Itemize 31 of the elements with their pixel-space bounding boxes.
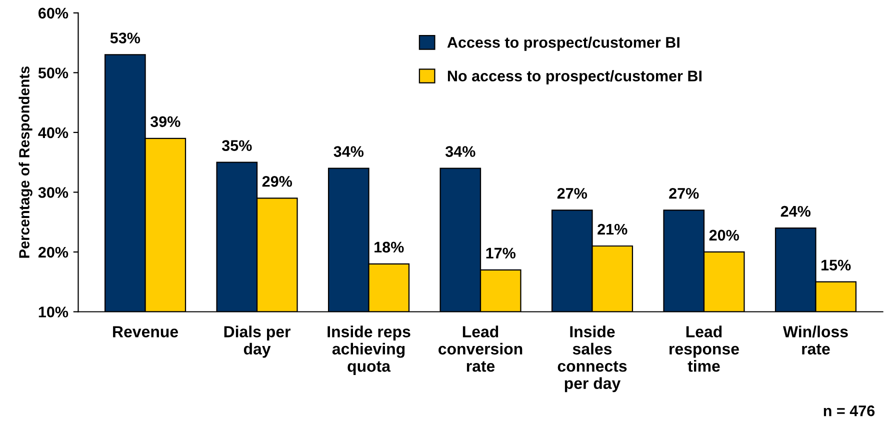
data-label: 39% bbox=[150, 116, 180, 128]
data-label: 18% bbox=[374, 242, 404, 253]
x-tick-label: Lead conversion rate bbox=[438, 326, 522, 372]
data-label: 27% bbox=[557, 188, 588, 199]
legend-label: No access to prospect/customer BI bbox=[448, 70, 702, 84]
data-label: 20% bbox=[709, 230, 739, 241]
x-tick-label: Revenue bbox=[113, 326, 178, 338]
y-tick-label: 20% bbox=[38, 246, 68, 258]
data-label: 29% bbox=[262, 176, 292, 187]
y-axis-title: Percentage of Respondents bbox=[18, 66, 32, 258]
data-label: 15% bbox=[822, 260, 851, 271]
data-label: 34% bbox=[334, 146, 364, 157]
x-tick-label: Inside sales connects per day bbox=[558, 326, 627, 392]
x-tick-label: Win/loss rate bbox=[782, 326, 848, 355]
data-label: 24% bbox=[780, 206, 811, 217]
legend-label: Access to prospect/customer BI bbox=[447, 36, 680, 51]
x-tick-label: Inside reps achieving quota bbox=[328, 326, 410, 376]
x-tick-label: Lead response time bbox=[670, 326, 739, 372]
y-tick-label: 60% bbox=[38, 8, 68, 19]
y-tick-label: 10% bbox=[38, 306, 68, 318]
data-label: 17% bbox=[486, 248, 516, 259]
data-label: 35% bbox=[222, 140, 252, 151]
y-tick-label: 30% bbox=[38, 187, 68, 198]
y-tick-label: 40% bbox=[38, 127, 68, 138]
y-tick-label: 50% bbox=[38, 68, 68, 78]
x-tick-label: Dials per day bbox=[224, 326, 291, 358]
data-label: 34% bbox=[445, 146, 476, 157]
data-label: 27% bbox=[669, 188, 699, 199]
data-label: 21% bbox=[598, 224, 628, 235]
text: n = 476 bbox=[824, 405, 875, 416]
data-label: 53% bbox=[110, 32, 140, 44]
